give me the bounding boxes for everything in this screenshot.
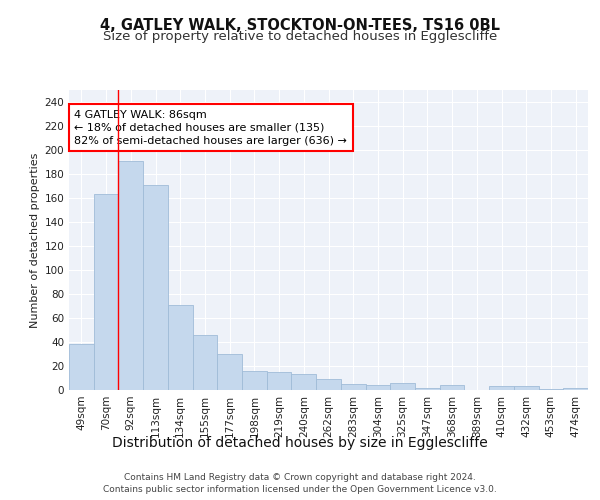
Bar: [118, 161, 143, 390]
Bar: [242, 371, 267, 390]
Bar: [563, 388, 588, 390]
Bar: [539, 389, 563, 390]
Bar: [193, 335, 217, 390]
Bar: [168, 305, 193, 390]
Text: Distribution of detached houses by size in Egglescliffe: Distribution of detached houses by size …: [112, 436, 488, 450]
Bar: [390, 383, 415, 390]
Text: Contains public sector information licensed under the Open Government Licence v3: Contains public sector information licen…: [103, 485, 497, 494]
Bar: [365, 385, 390, 390]
Bar: [94, 194, 118, 390]
Bar: [292, 374, 316, 390]
Y-axis label: Number of detached properties: Number of detached properties: [30, 152, 40, 328]
Bar: [489, 386, 514, 390]
Bar: [69, 344, 94, 390]
Bar: [217, 354, 242, 390]
Bar: [341, 384, 365, 390]
Text: Size of property relative to detached houses in Egglescliffe: Size of property relative to detached ho…: [103, 30, 497, 43]
Bar: [143, 185, 168, 390]
Text: Contains HM Land Registry data © Crown copyright and database right 2024.: Contains HM Land Registry data © Crown c…: [124, 472, 476, 482]
Text: 4, GATLEY WALK, STOCKTON-ON-TEES, TS16 0BL: 4, GATLEY WALK, STOCKTON-ON-TEES, TS16 0…: [100, 18, 500, 32]
Bar: [514, 386, 539, 390]
Text: 4 GATLEY WALK: 86sqm
← 18% of detached houses are smaller (135)
82% of semi-deta: 4 GATLEY WALK: 86sqm ← 18% of detached h…: [74, 110, 347, 146]
Bar: [267, 372, 292, 390]
Bar: [415, 388, 440, 390]
Bar: [316, 379, 341, 390]
Bar: [440, 385, 464, 390]
